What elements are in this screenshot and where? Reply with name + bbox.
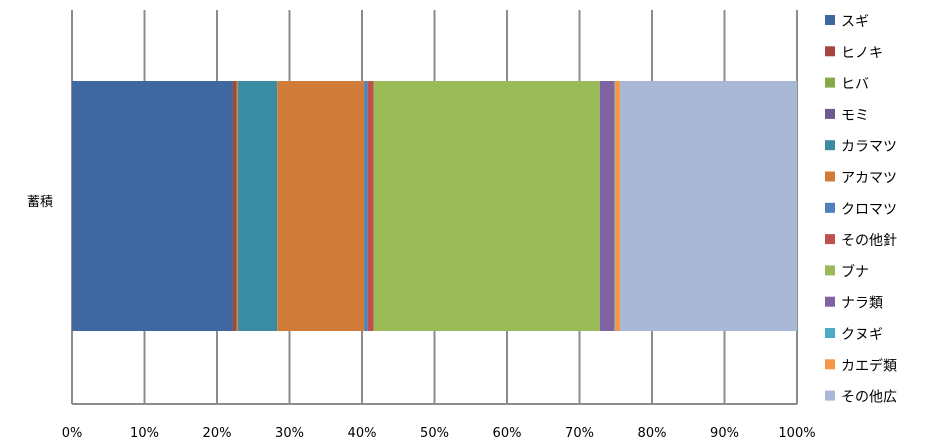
legend-swatch — [825, 202, 835, 213]
x-tick-label: 100% — [778, 426, 815, 441]
legend-label: カエデ類 — [841, 357, 897, 374]
bar-segment — [72, 81, 233, 331]
x-tick-label: 0% — [62, 426, 83, 441]
legend-swatch — [825, 296, 835, 307]
bar-segments — [72, 81, 797, 331]
x-tick-label: 20% — [203, 426, 232, 441]
bar-segment — [373, 81, 600, 331]
legend-swatch — [825, 234, 835, 245]
legend-label: アカマツ — [841, 171, 897, 187]
bar-segment — [238, 81, 239, 331]
legend-label: スギ — [841, 14, 869, 30]
legend-label: カラマツ — [841, 139, 897, 155]
x-tick-label: 30% — [275, 426, 304, 441]
legend-swatch — [825, 46, 835, 57]
bar-segment — [236, 81, 239, 331]
bar-segment — [364, 81, 368, 331]
legend-swatch — [825, 77, 835, 88]
legend-swatch — [825, 140, 835, 151]
legend-label: ヒバ — [841, 77, 869, 93]
category-label: 蓄積 — [27, 195, 53, 210]
x-axis: 0% 10% 20% 30% 40% 50% 60% 70% 80% 90% 100% — [62, 426, 816, 441]
legend-label: その他広 — [841, 390, 897, 406]
x-tick-label: 50% — [420, 426, 449, 441]
bar-segment — [232, 81, 237, 331]
legend-swatch — [825, 265, 835, 276]
legend-swatch — [825, 328, 835, 338]
legend-label: クロマツ — [841, 202, 897, 218]
legend-swatch — [825, 359, 835, 370]
legend-label: その他針 — [841, 233, 897, 249]
bar-segment — [238, 81, 278, 331]
bar-segment — [367, 81, 374, 331]
bar-segment — [620, 81, 797, 331]
bar-segment — [615, 81, 621, 331]
legend-label: ブナ — [841, 263, 869, 280]
x-tick-label: 70% — [565, 426, 594, 441]
legend-swatch — [825, 108, 835, 119]
bar-segment — [277, 81, 365, 331]
legend-label: モミ — [841, 108, 869, 124]
x-tick-label: 60% — [493, 426, 522, 441]
x-tick-label: 40% — [348, 426, 377, 441]
x-tick-label: 80% — [638, 426, 667, 441]
x-tick-label: 10% — [130, 426, 159, 441]
legend-swatch — [825, 390, 835, 401]
legend-label: クヌギ — [841, 327, 883, 343]
legend-swatch — [825, 171, 835, 182]
bar-segment — [599, 81, 615, 331]
x-tick-label: 90% — [710, 426, 739, 441]
legend-swatch — [825, 15, 835, 25]
y-axis: 蓄積 — [27, 195, 53, 210]
legend-label: ナラ類 — [841, 296, 883, 312]
legend-label: ヒノキ — [841, 45, 883, 61]
bar-segment — [614, 81, 616, 331]
legend: スギヒノキヒバモミカラマツアカマツクロマツその他針ブナナラ類クヌギカエデ類その他… — [825, 14, 897, 406]
